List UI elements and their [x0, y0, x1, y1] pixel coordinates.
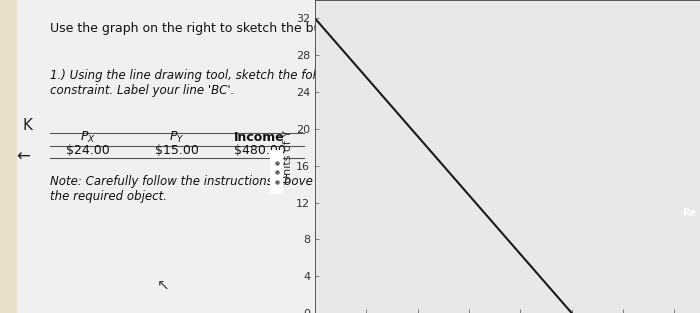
Text: $24.00: $24.00: [66, 144, 110, 157]
Text: $480.00: $480.00: [234, 144, 286, 157]
Text: ←: ←: [16, 147, 30, 166]
Text: 1.) Using the line drawing tool, sketch the following budget
constraint. Label y: 1.) Using the line drawing tool, sketch …: [50, 69, 400, 97]
Text: Note: Carefully follow the instructions above and only draw
the required object.: Note: Carefully follow the instructions …: [50, 175, 400, 203]
Text: $P_X$: $P_X$: [80, 130, 96, 145]
Text: Use the graph on the right to sketch the budget constraint.: Use the graph on the right to sketch the…: [50, 22, 421, 35]
Text: K: K: [22, 118, 33, 133]
Text: $15.00: $15.00: [155, 144, 199, 157]
FancyBboxPatch shape: [269, 146, 284, 198]
Text: Re: Re: [682, 208, 696, 218]
Y-axis label: Units of Y: Units of Y: [283, 130, 293, 183]
Text: Income: Income: [234, 131, 285, 144]
Bar: [0, 0, 18, 313]
Text: ↖: ↖: [157, 277, 169, 292]
Text: $P_Y$: $P_Y$: [169, 130, 185, 145]
